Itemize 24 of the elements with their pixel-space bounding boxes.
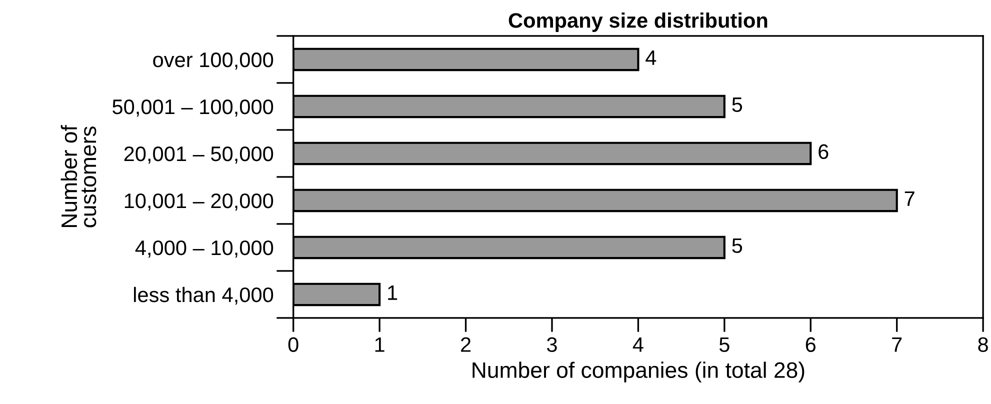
y-tick-label: 50,001 – 100,000 [112, 99, 274, 117]
data-label: 5 [732, 98, 742, 112]
data-label: 5 [732, 238, 742, 254]
x-tick-label: 8 [978, 337, 988, 352]
y-tick-label: 20,001 – 50,000 [124, 146, 274, 164]
chart-title: Company size distribution [508, 12, 768, 32]
data-label: 4 [646, 50, 656, 65]
data-label: 1 [388, 286, 398, 300]
x-tick-label: 0 [288, 337, 298, 352]
x-tick-label: 3 [546, 337, 557, 352]
x-tick-label: 1 [375, 337, 384, 352]
y-axis-title: Number of customers [60, 125, 96, 228]
y-tick-label: over 100,000 [153, 52, 274, 70]
data-label: 6 [818, 144, 828, 160]
x-axis-title: Number of companies (in total 28) [472, 362, 804, 382]
y-tick-label: less than 4,000 [134, 286, 274, 305]
y-tick-label: 4,000 – 10,000 [135, 240, 274, 258]
x-tick-label: 5 [719, 337, 730, 352]
x-tick-label: 4 [632, 337, 644, 352]
y-tick-label: 10,001 – 20,000 [124, 193, 274, 211]
data-label: 7 [904, 192, 914, 206]
x-tick-label: 2 [461, 337, 471, 352]
x-tick-label: 7 [892, 337, 902, 352]
x-tick-label: 6 [806, 337, 816, 352]
